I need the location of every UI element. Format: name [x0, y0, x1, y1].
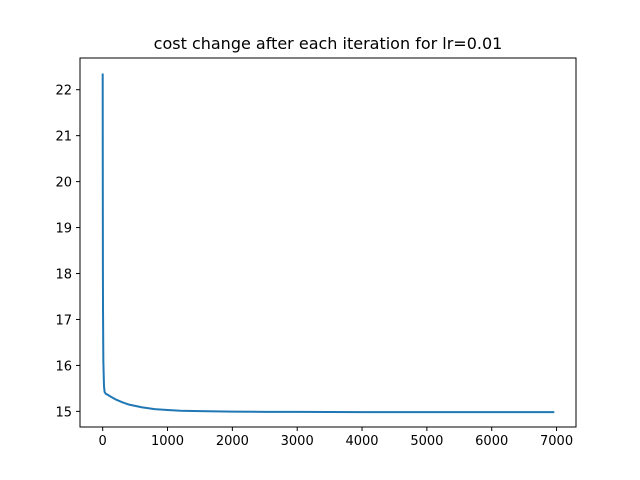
x-tick-label: 5000 [410, 434, 443, 449]
y-tick-label: 22 [55, 84, 72, 99]
x-tick-label: 6000 [475, 434, 508, 449]
x-tick-label: 4000 [345, 434, 378, 449]
x-tick-label: 2000 [216, 434, 249, 449]
x-tick-label: 3000 [281, 434, 314, 449]
x-tick-label: 7000 [540, 434, 573, 449]
x-tick-label: 0 [99, 434, 107, 449]
y-tick-label: 20 [55, 176, 72, 191]
chart-title: cost change after each iteration for lr=… [154, 34, 503, 53]
y-tick-label: 15 [55, 405, 72, 420]
series-line-0 [101, 73, 555, 414]
y-tick-label: 21 [55, 130, 72, 145]
y-tick-label: 18 [55, 268, 72, 283]
plot-area: 0 1000 2000 3000 4000 5000 6000 7000 15 16 17 18 19 2… [55, 73, 573, 449]
axes-frame [79, 57, 577, 428]
y-tick-label: 17 [55, 313, 72, 328]
y-tick-label: 16 [55, 359, 72, 374]
x-tick-label: 1000 [151, 434, 184, 449]
y-tick-label: 19 [55, 222, 72, 237]
